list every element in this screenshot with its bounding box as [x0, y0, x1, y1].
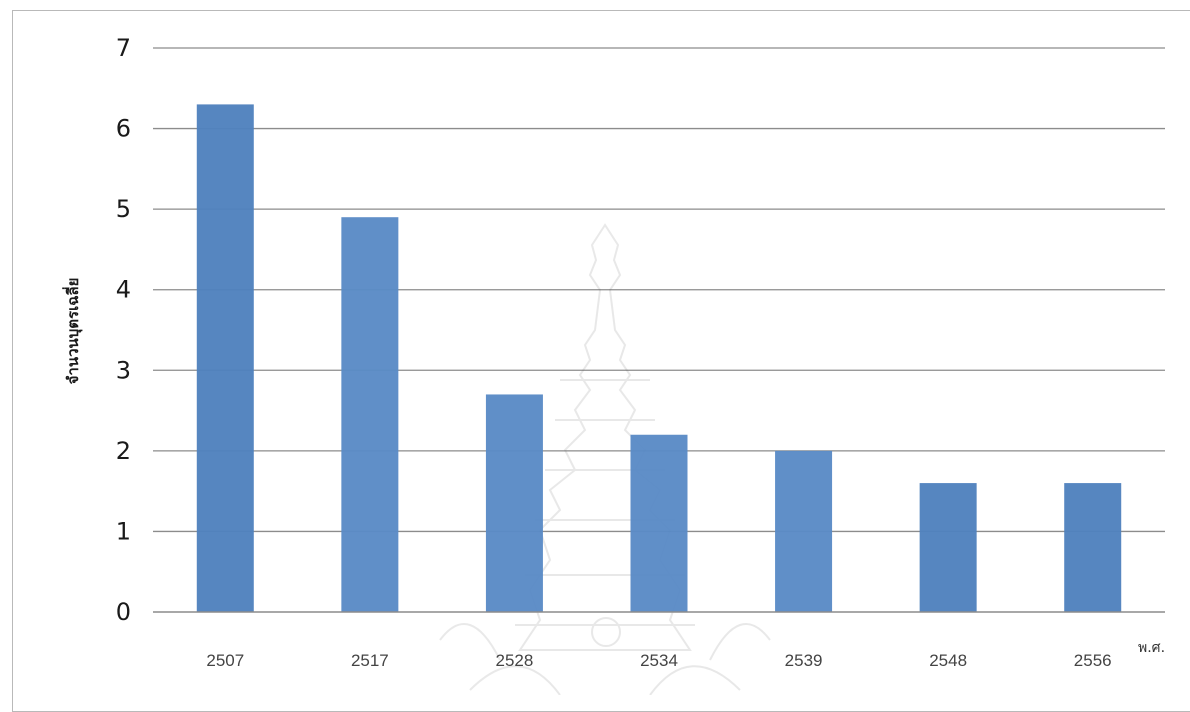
- x-tick-label: 2507: [206, 651, 244, 670]
- watermark-emblem: [439, 223, 771, 695]
- bar-2539: [775, 450, 833, 612]
- x-tick-label: 2517: [351, 651, 389, 670]
- y-tick-label: 0: [116, 598, 131, 626]
- bar-2507: [196, 104, 254, 613]
- bars: [196, 104, 1122, 613]
- y-tick-label: 7: [116, 34, 131, 62]
- y-tick-label: 2: [116, 437, 131, 465]
- y-tick-labels: 0 1 2 3 4 5 6 7: [116, 34, 131, 626]
- x-axis-unit-label: พ.ศ.: [1138, 640, 1165, 656]
- bar-chart: 0 1 2 3 4 5 6 7 2507 2517 2528 2534 2539 2548 2556 จำ…: [62, 34, 1165, 695]
- x-tick-labels: 2507 2517 2528 2534 2539 2548 2556: [206, 651, 1111, 670]
- bar-2528: [485, 394, 543, 612]
- x-tick-label: 2548: [929, 651, 967, 670]
- y-tick-label: 3: [116, 356, 131, 384]
- x-tick-label: 2556: [1074, 651, 1112, 670]
- y-tick-label: 6: [116, 115, 131, 143]
- bar-2534: [630, 434, 688, 612]
- bar-2517: [341, 217, 399, 612]
- bar-2556: [1064, 483, 1122, 612]
- y-tick-label: 4: [116, 276, 131, 304]
- y-axis-label: จำนวนบุตรเฉลี่ย: [62, 278, 83, 385]
- x-tick-label: 2528: [496, 651, 534, 670]
- bar-2548: [919, 483, 977, 612]
- x-tick-label: 2534: [640, 651, 678, 670]
- y-tick-label: 5: [116, 195, 131, 223]
- y-tick-label: 1: [116, 517, 131, 545]
- x-tick-label: 2539: [785, 651, 823, 670]
